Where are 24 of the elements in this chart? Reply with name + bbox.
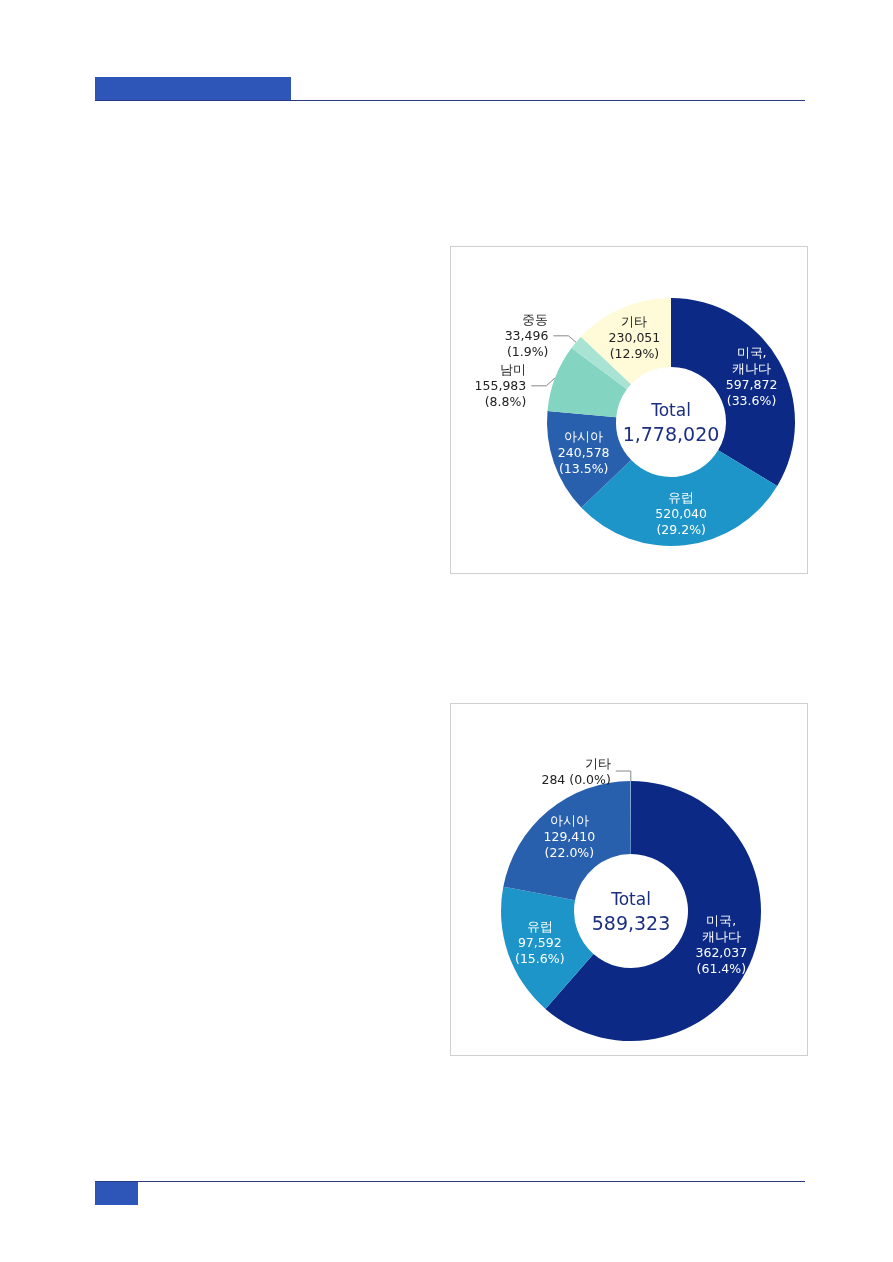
slice-label: 유럽 — [668, 490, 695, 506]
slice-label: 남미 — [500, 362, 527, 378]
slice-label: 기타 — [584, 755, 611, 771]
data-label: 362,037 (61.4%) — [695, 945, 748, 977]
text: 1,778,020 — [622, 423, 720, 445]
slice-label: 미국, 캐나다 — [701, 913, 741, 945]
data-label: 33,496 (1.9%) — [504, 328, 549, 360]
slice-label: 기타 — [621, 313, 648, 329]
slice-label: 미국, 캐나다 — [732, 344, 772, 376]
data-label: 597,872 (33.6%) — [725, 376, 778, 408]
text: Total — [650, 400, 691, 420]
data-label: 520,040 (29.2%) — [655, 506, 708, 538]
slice-label: 유럽 — [526, 918, 553, 934]
data-label: 240,578 (13.5%) — [557, 445, 610, 477]
data-label: 284 (0.0%) — [541, 771, 611, 787]
data-label: 230,051 (12.9%) — [608, 329, 661, 361]
data-label: 129,410 (22.0%) — [543, 829, 596, 861]
text: Total — [610, 889, 651, 909]
slice-label: 아시아 — [549, 813, 589, 829]
slice-label: 중동 — [522, 312, 549, 328]
data-label: 155,983 (8.8%) — [474, 378, 527, 410]
text: 589,323 — [591, 912, 671, 934]
slice-label: 아시아 — [564, 429, 604, 445]
data-label: 97,592 (15.6%) — [515, 934, 565, 966]
